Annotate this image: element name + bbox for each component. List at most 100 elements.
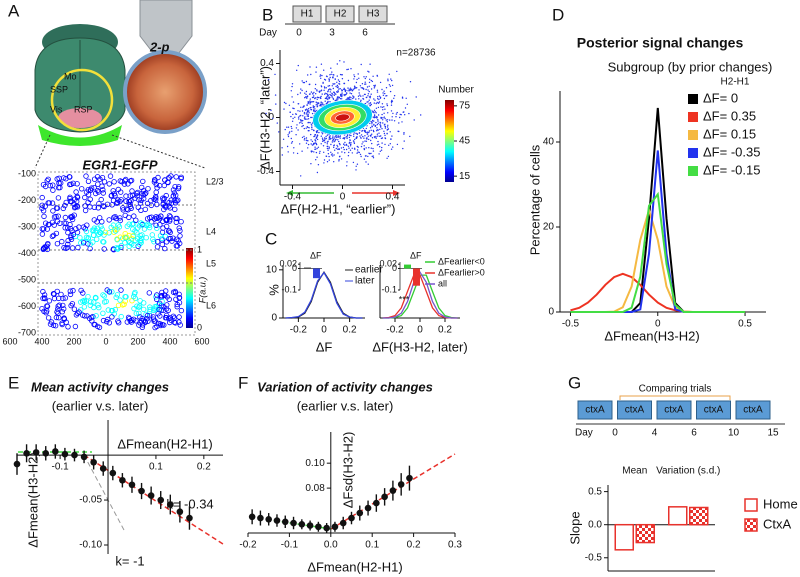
arrow-head (393, 190, 400, 196)
density-dot (361, 130, 363, 132)
cell-dot (97, 229, 103, 235)
cell-dot (101, 293, 107, 299)
density-dot (372, 116, 374, 118)
category-label: Variation (s.d.) (656, 466, 720, 477)
cell-dot (113, 294, 119, 301)
x-tick-label: 0.3 (448, 540, 462, 551)
density-dot (322, 82, 324, 84)
cell-dot (130, 316, 137, 322)
density-dot (370, 152, 372, 155)
cell-dot (100, 238, 106, 245)
density-dot (366, 96, 368, 99)
category-label: Mean (622, 466, 647, 477)
series-line (570, 272, 746, 313)
cell-dot (129, 188, 135, 194)
density-dot (335, 85, 337, 88)
density-dot (291, 130, 293, 132)
data-point (99, 465, 107, 472)
timeline-label: ctxA (625, 405, 645, 416)
density-dot (301, 150, 303, 152)
density-dot (315, 66, 318, 68)
x-axis-label: ΔF(H3-H2, later) (372, 339, 467, 354)
density-dot (376, 144, 379, 146)
cell-dot (55, 213, 61, 219)
density-dot (327, 93, 329, 96)
density-dot (344, 144, 346, 146)
colorbar-tick-label: 75 (459, 100, 471, 111)
density-dot (370, 129, 372, 131)
density-dot (313, 129, 315, 132)
density-dot (360, 95, 362, 97)
timeline-day: 6 (691, 428, 697, 439)
cell-dot (81, 304, 88, 310)
cell-dot (176, 291, 182, 297)
x-tick-label: 0 (321, 325, 327, 336)
density-dot (307, 118, 310, 120)
density-dot (313, 135, 315, 138)
density-dot (311, 140, 314, 143)
cell-dot (44, 303, 51, 310)
density-dot (372, 147, 374, 150)
cell-dot (64, 225, 71, 231)
density-dot (367, 163, 369, 165)
bar (635, 523, 655, 544)
density-dot (311, 144, 314, 146)
x-tick-label: 0.0 (324, 540, 338, 551)
volume-box (37, 171, 196, 336)
density-dot (316, 135, 318, 137)
density-dot (348, 147, 350, 149)
density-dot (396, 70, 398, 73)
density-dot (312, 101, 315, 103)
x-axis-label: ΔF(H2-H1, “earlier”) (281, 201, 396, 216)
x-tick-label: 0 (340, 192, 346, 203)
density-dot (376, 130, 378, 132)
x-tick-label: 0.5 (738, 319, 752, 330)
cell-dot (53, 314, 60, 321)
cell-dot (106, 217, 112, 223)
density-dot (323, 151, 325, 153)
cell-dot (54, 218, 61, 225)
density-dot (362, 87, 364, 89)
density-dot (360, 63, 362, 66)
density-dot (336, 63, 338, 65)
density-dot (315, 71, 317, 73)
density-dot (292, 107, 294, 109)
density-dot (352, 95, 354, 97)
depth-tick-label: -300 (18, 221, 36, 231)
density-dot (321, 137, 324, 139)
cell-dot (166, 199, 172, 206)
cell-dot (39, 194, 45, 201)
density-dot (297, 93, 299, 96)
density-dot (319, 74, 322, 76)
density-dot (385, 95, 387, 97)
density-dot (384, 92, 386, 95)
density-dot (296, 69, 298, 72)
density-dot (336, 75, 338, 77)
method-label: 2-p (149, 39, 170, 54)
legend-label: ΔF= -0.15 (703, 162, 760, 177)
cell-dot (41, 292, 48, 298)
data-point (147, 492, 155, 499)
density-dot (326, 141, 329, 143)
density-dot (327, 98, 329, 100)
cell-dot (60, 205, 66, 212)
density-dot (337, 135, 339, 137)
cell-dot (100, 310, 106, 316)
density-dot (389, 119, 391, 121)
density-dot (391, 135, 393, 137)
density-dot (373, 98, 375, 100)
density-dot (318, 91, 321, 93)
density-dot (315, 137, 317, 140)
density-dot (329, 101, 331, 103)
cell-dot (87, 187, 94, 193)
density-dot (314, 110, 316, 113)
cell-dot (150, 316, 157, 322)
inset-bar (404, 264, 411, 269)
data-point (80, 453, 88, 461)
data-point (265, 515, 273, 523)
cell-dot (156, 306, 162, 313)
inset-bar (413, 268, 420, 286)
density-dot (328, 137, 330, 139)
density-dot (367, 101, 369, 103)
density-dot (323, 162, 325, 164)
